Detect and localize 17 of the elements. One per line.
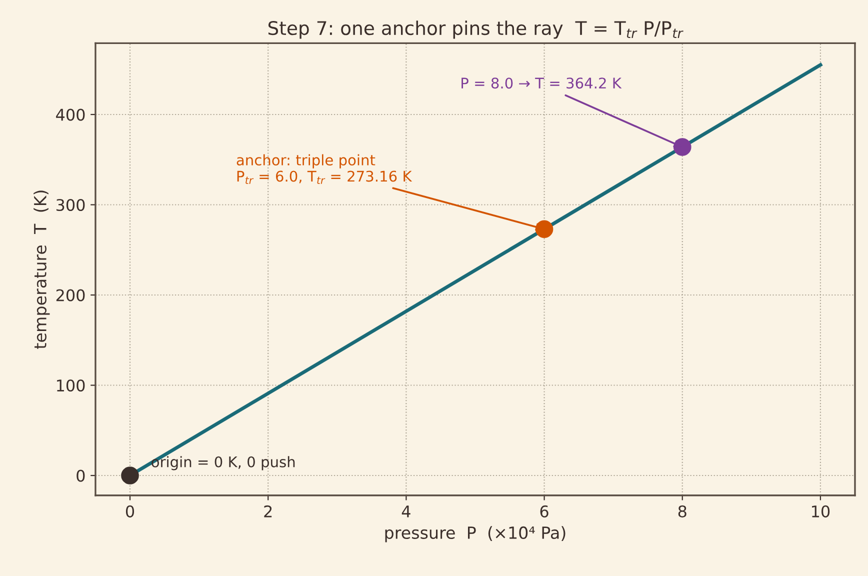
- y-axis-title: temperature T (K): [34, 190, 50, 349]
- x-tick-label: 8: [678, 505, 686, 518]
- y-tick-label: 0: [76, 470, 85, 482]
- y-tick-label: 200: [56, 289, 85, 302]
- x-tick-label: 10: [812, 505, 830, 518]
- x-tick-label: 0: [126, 505, 134, 518]
- y-tick-label: 100: [57, 379, 85, 392]
- x-tick-label: 2: [264, 505, 272, 518]
- y-tick-label: 300: [56, 198, 85, 212]
- x-axis-title: pressure P (×10⁴ Pa): [385, 526, 566, 542]
- x-tick-label: 6: [540, 505, 548, 518]
- annotation: anchor: triple point P$_{tr}$ = 6.0, T$_{tr}$ = 273.16 K: [236, 154, 412, 184]
- chart-title: Step 7: one anchor pins the ray T = T$_{tr}$ P/P$_{tr}$: [268, 20, 684, 39]
- annotation: origin = 0 K, 0 push: [152, 456, 295, 470]
- x-tick-label: 4: [402, 506, 410, 518]
- annotation: P = 8.0 → T = 364.2 K: [462, 78, 622, 89]
- y-tick-label: 400: [56, 108, 85, 121]
